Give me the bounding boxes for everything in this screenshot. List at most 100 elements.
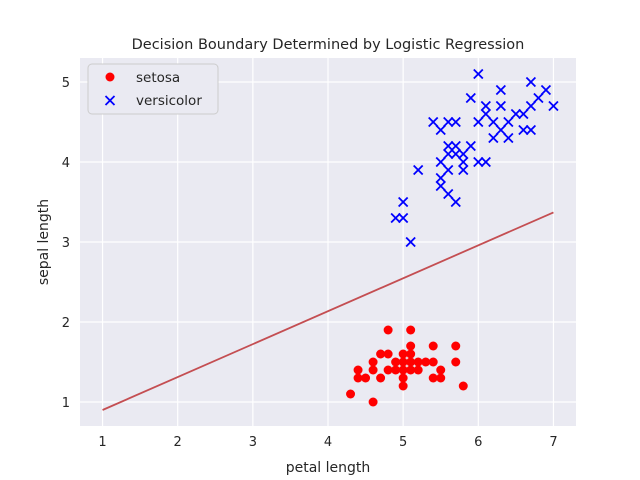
setosa-point — [421, 357, 431, 367]
versicolor-point — [428, 116, 439, 128]
y-axis-label: sepal length — [36, 199, 52, 285]
decision-boundary-layer — [102, 211, 554, 411]
y-tick-label: 2 — [62, 316, 70, 331]
x-tick-label: 7 — [549, 435, 557, 450]
setosa-point — [391, 365, 401, 375]
setosa-point — [361, 373, 371, 383]
setosa-point — [391, 357, 401, 367]
y-tick-label: 1 — [62, 396, 70, 411]
setosa-point — [428, 341, 438, 351]
setosa-point — [406, 365, 416, 375]
setosa-point — [428, 357, 438, 367]
versicolor-point — [525, 76, 537, 88]
setosa-point — [398, 357, 408, 367]
setosa-point — [368, 365, 378, 375]
versicolor-point — [443, 148, 454, 160]
versicolor-point — [413, 164, 424, 176]
setosa-point — [368, 357, 378, 367]
versicolor-point — [540, 84, 552, 96]
setosa-point — [413, 357, 423, 367]
versicolor-point — [405, 236, 416, 248]
legend-setosa-marker — [105, 72, 115, 82]
legend-box — [87, 63, 219, 115]
versicolor-point — [525, 124, 537, 136]
versicolor-point — [518, 108, 529, 120]
x-tick-label: 2 — [174, 435, 182, 450]
versicolor-point — [518, 124, 529, 136]
versicolor-point — [465, 140, 476, 152]
versicolor-point — [450, 116, 461, 128]
setosa-point — [428, 373, 438, 383]
versicolor-point — [473, 68, 484, 80]
x-tick-label: 6 — [474, 435, 482, 450]
versicolor-point — [450, 148, 461, 160]
versicolor-point — [398, 196, 409, 208]
versicolor-point — [435, 180, 446, 192]
x-axis-label: petal length — [286, 460, 371, 476]
grid — [80, 58, 576, 426]
versicolor-point — [435, 156, 446, 168]
y-tick-label: 4 — [62, 156, 70, 171]
versicolor-point — [495, 124, 506, 136]
setosa-point — [376, 373, 386, 383]
versicolor-point — [480, 100, 491, 112]
versicolor-point — [488, 132, 499, 144]
versicolor-point — [503, 132, 514, 144]
versicolor-point — [480, 108, 491, 120]
versicolor-point — [525, 100, 537, 112]
setosa-point — [451, 357, 461, 367]
setosa-point — [383, 325, 393, 335]
chart-title: Decision Boundary Determined by Logistic… — [132, 37, 525, 53]
versicolor-point — [510, 108, 522, 120]
versicolor-point — [458, 148, 469, 160]
legend-versicolor-marker — [104, 95, 116, 106]
versicolor-point — [473, 156, 484, 168]
ticks-layer: 1 2 3 4 5 6 7 1 2 3 4 5 — [62, 76, 558, 450]
versicolor-point — [495, 100, 506, 112]
setosa-point — [406, 357, 416, 367]
versicolor-point — [398, 212, 409, 224]
versicolor-point — [473, 116, 484, 128]
setosa-point — [383, 365, 393, 375]
setosa-point — [346, 389, 356, 399]
setosa-point — [353, 373, 363, 383]
versicolor-point — [465, 92, 476, 104]
legend-versicolor-label: versicolor — [136, 93, 202, 109]
decision-boundary-line — [102, 211, 554, 411]
versicolor-point — [548, 100, 559, 112]
x-tick-label: 4 — [324, 435, 332, 450]
setosa-point — [436, 373, 446, 383]
versicolor-point — [458, 164, 469, 176]
versicolor-point — [503, 116, 514, 128]
y-tick-label: 5 — [62, 76, 70, 91]
setosa-point — [376, 349, 386, 359]
setosa-point — [406, 325, 416, 335]
versicolor-point — [450, 140, 461, 152]
versicolor-point — [495, 84, 506, 96]
versicolor-point — [443, 116, 454, 128]
versicolor-point — [533, 92, 544, 104]
setosa-point — [398, 365, 408, 375]
versicolor-point — [443, 188, 454, 200]
setosa-point — [398, 349, 408, 359]
setosa-point — [353, 365, 363, 375]
setosa-point — [398, 381, 408, 391]
versicolor-point — [488, 116, 499, 128]
y-tick-label: 3 — [62, 236, 70, 251]
legend-setosa-label: setosa — [136, 70, 180, 86]
versicolor-point — [443, 164, 454, 176]
setosa-point — [368, 397, 378, 407]
setosa-point — [406, 349, 416, 359]
setosa-point — [406, 341, 416, 351]
setosa-point — [458, 381, 468, 391]
legend: setosa versicolor — [87, 63, 219, 115]
points-layer — [346, 68, 559, 407]
x-tick-label: 3 — [249, 435, 257, 450]
versicolor-point — [480, 156, 491, 168]
setosa-point — [451, 341, 461, 351]
versicolor-point — [443, 140, 454, 152]
setosa-point — [383, 349, 393, 359]
x-tick-label: 5 — [399, 435, 407, 450]
setosa-point — [398, 373, 408, 383]
versicolor-point — [435, 124, 446, 136]
